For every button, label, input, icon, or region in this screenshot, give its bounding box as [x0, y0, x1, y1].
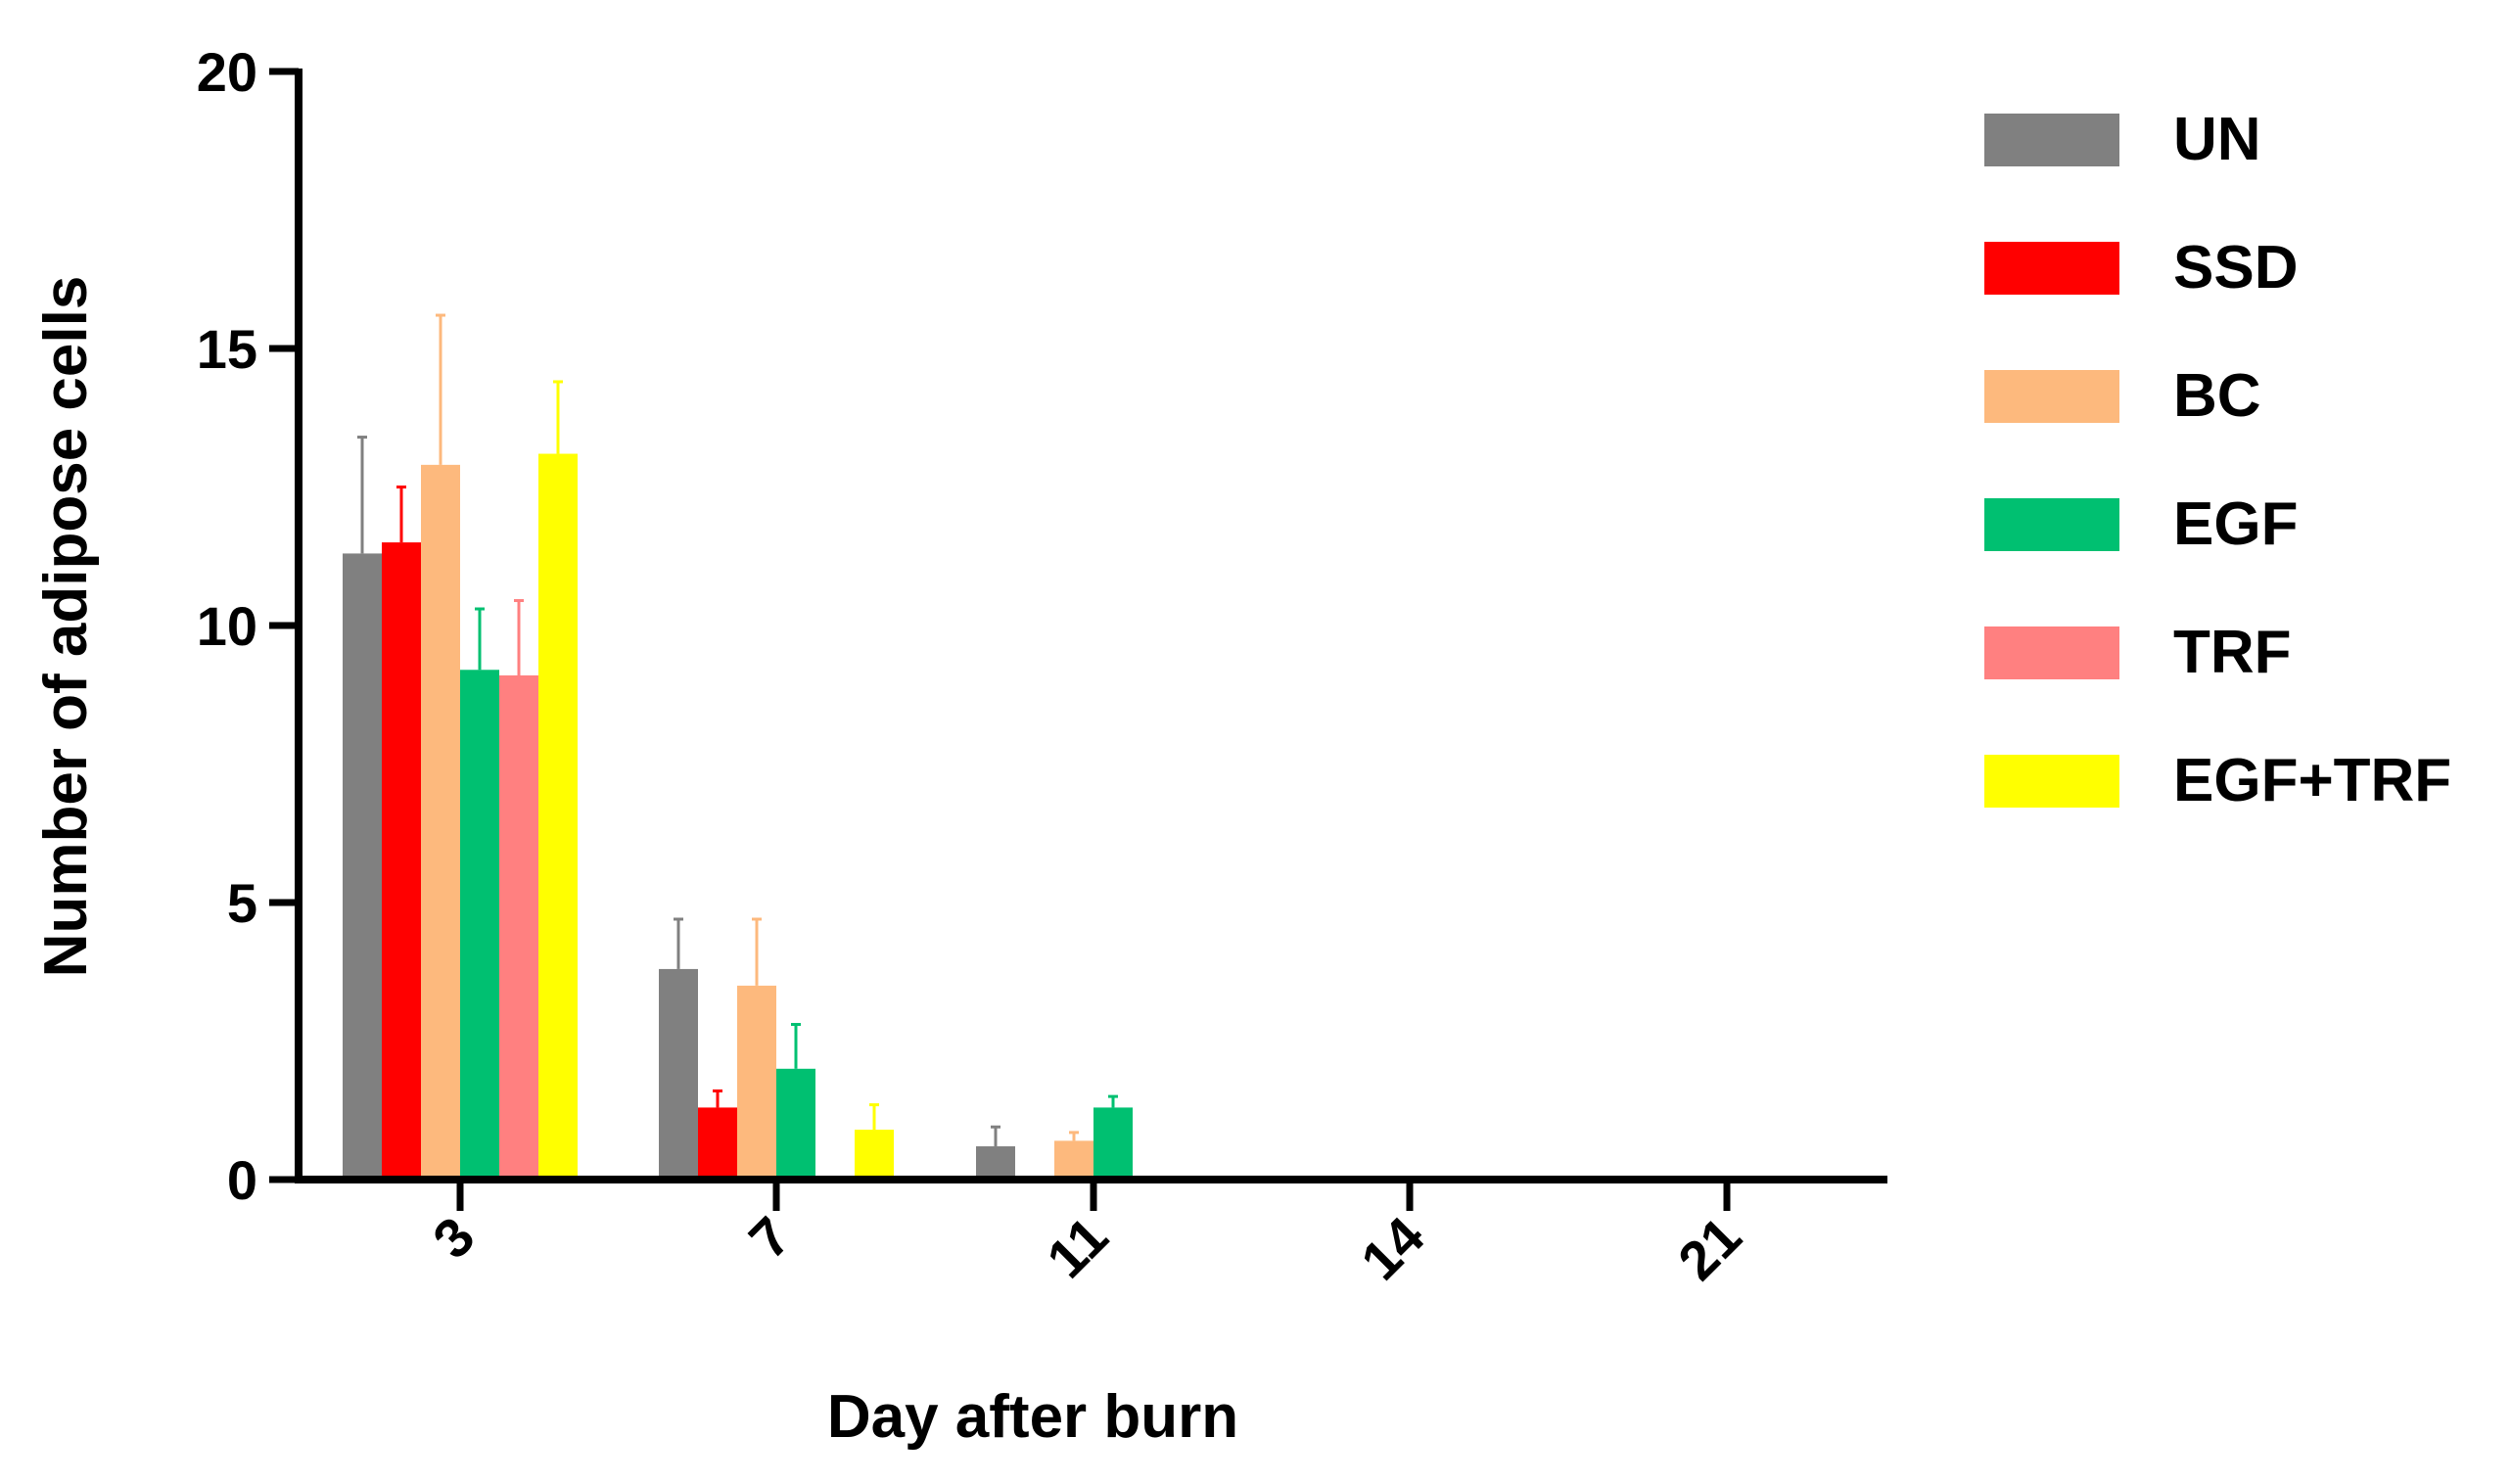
legend-swatch-ssd [1984, 242, 2119, 295]
legend-swatch-un [1984, 114, 2119, 166]
legend-swatch-egf [1984, 498, 2119, 551]
legend-swatch-trf [1984, 626, 2119, 679]
bar-ssd-day-3 [382, 542, 421, 1180]
error-bars-layer [357, 313, 1118, 1147]
bar-egf-trf-day-7 [855, 1130, 894, 1180]
bar-bc-day-7 [737, 985, 776, 1180]
legend-swatch-egf-trf [1984, 755, 2119, 808]
x-tick-label: 3 [421, 1205, 487, 1271]
x-tick-label: 14 [1349, 1205, 1436, 1292]
y-tick-label: 20 [197, 41, 257, 103]
bar-egf-trf-day-3 [538, 453, 578, 1180]
legend-label-un: UN [2173, 106, 2261, 173]
legend-swatch-bc [1984, 370, 2119, 423]
x-axis-title: Day after burn [827, 1383, 1238, 1451]
bar-bc-day-11 [1054, 1140, 1093, 1180]
y-tick-label: 15 [197, 318, 257, 380]
y-tick-label: 5 [227, 872, 257, 934]
y-axis-title: Number of adipose cells [32, 276, 100, 978]
legend: UN SSD BC EGF TRF EGF+TRF [1984, 106, 2451, 814]
x-tick-label: 21 [1666, 1205, 1753, 1292]
bars-layer [343, 453, 1133, 1180]
legend-label-egf: EGF [2173, 490, 2298, 558]
legend-label-egf-trf: EGF+TRF [2173, 747, 2451, 814]
legend-label-ssd: SSD [2173, 234, 2298, 301]
bar-un-day-7 [659, 968, 698, 1180]
bar-un-day-11 [976, 1146, 1015, 1180]
axes-layer: 0 5 10 15 20 3 7 11 14 21 [197, 41, 1887, 1292]
bar-trf-day-3 [499, 674, 538, 1180]
bar-egf-day-11 [1093, 1107, 1133, 1180]
bar-egf-day-3 [460, 670, 499, 1180]
y-tick-label: 0 [227, 1149, 257, 1211]
x-tick-label: 11 [1035, 1205, 1119, 1289]
legend-label-bc: BC [2173, 362, 2261, 430]
bar-un-day-3 [343, 553, 382, 1180]
x-tick-label: 7 [737, 1205, 803, 1271]
bar-egf-day-7 [776, 1068, 815, 1180]
y-tick-label: 10 [197, 595, 257, 657]
legend-label-trf: TRF [2173, 619, 2292, 686]
bar-ssd-day-7 [698, 1107, 737, 1180]
bar-bc-day-3 [421, 464, 460, 1180]
